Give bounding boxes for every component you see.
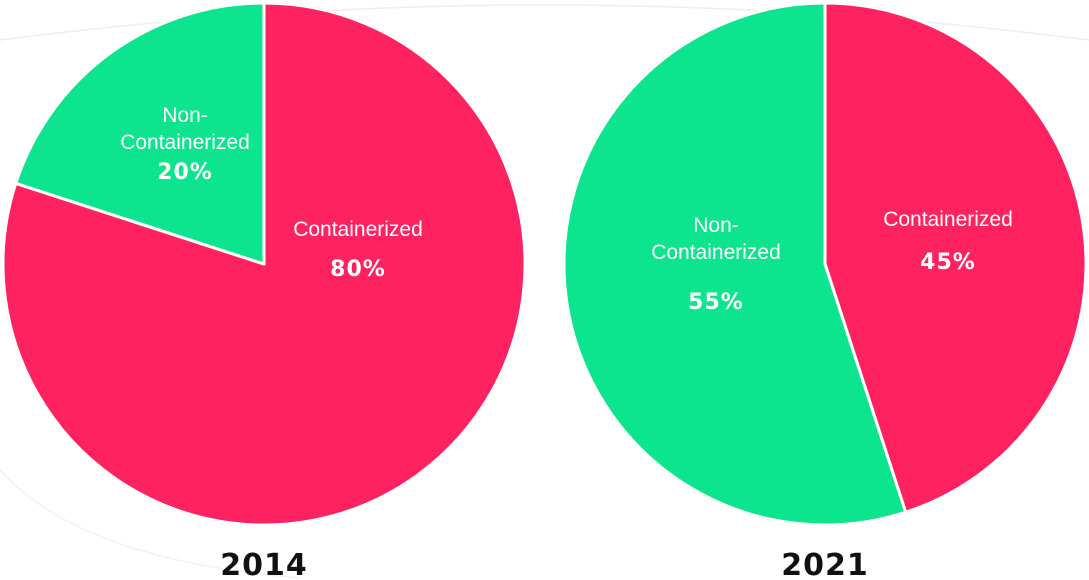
pie-slice-containerized [823,1,1088,514]
pie-slice-noncontainerized [14,1,266,266]
chart-title-2014: 2014 [220,548,308,580]
chart-title-2021: 2021 [781,548,869,580]
slice-label: Non- [693,214,739,237]
slice-value-label: 20% [157,160,213,185]
slice-value-label: 80% [330,257,386,282]
slice-label: Containerized [293,218,423,241]
pie-slice-containerized [1,1,527,527]
pie-chart-2021: Containerized 45% Non- Containerized 55% 202… [562,1,1088,580]
slice-value-label: 55% [688,290,744,315]
slice-label: Containerized [651,241,781,264]
pie-slice-noncontainerized [562,1,908,527]
slice-label: Non- [162,104,208,127]
background-arc [0,469,301,579]
pie-chart-2014: Containerized 80% Non- Containerized 20% 201… [1,1,527,580]
slice-label: Containerized [883,208,1013,231]
slice-label: Containerized [120,131,250,154]
background-arc [0,4,1089,41]
slice-value-label: 45% [920,250,976,275]
